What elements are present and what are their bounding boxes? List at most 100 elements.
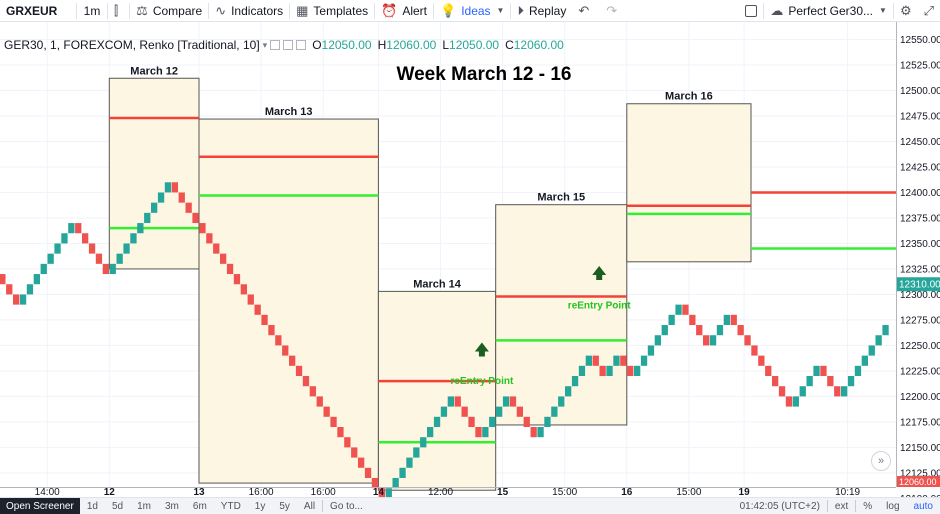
renko-brick-up[interactable] — [585, 355, 592, 366]
range-button[interactable]: 1m — [137, 500, 151, 512]
renko-brick-down[interactable] — [751, 345, 758, 356]
renko-brick-down[interactable] — [599, 365, 606, 377]
open-screener-button[interactable]: Open Screener — [0, 497, 80, 514]
range-button[interactable]: 1d — [86, 500, 98, 512]
renko-brick-up[interactable] — [68, 223, 75, 234]
renko-brick-up[interactable] — [164, 182, 172, 193]
renko-brick-up[interactable] — [420, 437, 427, 448]
renko-brick-up[interactable] — [496, 406, 503, 417]
range-button[interactable]: All — [303, 500, 316, 512]
renko-brick-down[interactable] — [834, 386, 841, 397]
renko-brick-down[interactable] — [330, 416, 337, 427]
renko-brick-down[interactable] — [13, 294, 20, 305]
renko-brick-up[interactable] — [537, 427, 544, 438]
ext-toggle[interactable]: ext — [828, 498, 855, 514]
fullscreen-button[interactable]: ⤢ — [918, 0, 940, 22]
renko-brick-up[interactable] — [613, 355, 620, 366]
renko-brick-up[interactable] — [130, 233, 137, 244]
indicators-button[interactable]: ∿ Indicators — [209, 0, 289, 22]
percent-toggle[interactable]: % — [856, 498, 879, 514]
arrow-up-icon[interactable] — [474, 342, 489, 357]
renko-brick-down[interactable] — [95, 253, 103, 264]
settings-icon[interactable] — [283, 40, 294, 50]
arrow-up-icon[interactable] — [592, 266, 607, 281]
renko-brick-down[interactable] — [192, 212, 199, 224]
renko-brick-down[interactable] — [302, 376, 310, 387]
renko-brick-up[interactable] — [427, 427, 434, 438]
renko-brick-up[interactable] — [875, 335, 882, 346]
auto-toggle[interactable]: auto — [907, 498, 940, 514]
layout-button[interactable]: ☁ Perfect Ger30... ▼ — [764, 0, 893, 22]
renko-brick-down[interactable] — [827, 376, 834, 387]
day-box[interactable] — [495, 204, 628, 426]
close-icon[interactable] — [296, 40, 307, 50]
renko-brick-up[interactable] — [868, 345, 875, 356]
renko-brick-down[interactable] — [378, 488, 385, 497]
renko-brick-up[interactable] — [544, 416, 551, 427]
renko-brick-down[interactable] — [371, 477, 379, 489]
renko-brick-down[interactable] — [240, 284, 247, 295]
renko-brick-up[interactable] — [571, 376, 579, 387]
renko-brick-down[interactable] — [226, 263, 234, 275]
renko-brick-down[interactable] — [88, 243, 96, 254]
goto-button[interactable]: Go to... — [323, 498, 370, 514]
renko-brick-down[interactable] — [620, 355, 627, 366]
renko-brick-down[interactable] — [185, 202, 192, 213]
renko-brick-down[interactable] — [778, 386, 786, 397]
renko-brick-up[interactable] — [799, 386, 806, 397]
renko-brick-down[interactable] — [268, 325, 275, 336]
renko-brick-up[interactable] — [19, 294, 27, 305]
renko-brick-up[interactable] — [792, 396, 799, 407]
renko-brick-up[interactable] — [385, 488, 392, 497]
renko-brick-down[interactable] — [309, 386, 316, 397]
renko-brick-down[interactable] — [75, 223, 82, 234]
renko-brick-up[interactable] — [26, 284, 34, 295]
renko-brick-up[interactable] — [413, 447, 420, 458]
renko-brick-up[interactable] — [558, 396, 565, 407]
renko-brick-up[interactable] — [654, 335, 661, 346]
renko-brick-down[interactable] — [454, 396, 461, 407]
renko-brick-up[interactable] — [861, 355, 868, 366]
renko-chart[interactable]: March 12 March 13 March 14 March 15 March 16… — [0, 22, 940, 497]
renko-brick-up[interactable] — [640, 355, 648, 366]
renko-brick-down[interactable] — [0, 274, 6, 285]
redo-button[interactable]: ↷ — [600, 0, 628, 22]
visibility-icon[interactable] — [270, 40, 281, 50]
range-button[interactable]: 6m — [192, 500, 207, 512]
renko-brick-up[interactable] — [606, 365, 613, 377]
renko-brick-up[interactable] — [502, 396, 510, 407]
renko-brick-up[interactable] — [392, 477, 399, 489]
range-button[interactable]: 1y — [254, 500, 266, 512]
renko-brick-up[interactable] — [123, 243, 130, 254]
renko-brick-down[interactable] — [254, 304, 261, 315]
renko-brick-up[interactable] — [406, 457, 413, 468]
range-button[interactable]: 3m — [164, 500, 179, 512]
settings-button[interactable]: ⚙ — [894, 0, 918, 22]
renko-brick-up[interactable] — [61, 233, 68, 244]
renko-brick-up[interactable] — [109, 263, 116, 275]
renko-brick-up[interactable] — [144, 212, 151, 224]
chart-style-button[interactable]: ⫿ — [108, 0, 129, 22]
renko-brick-down[interactable] — [247, 294, 254, 305]
renko-brick-up[interactable] — [137, 223, 144, 234]
renko-brick-up[interactable] — [841, 386, 848, 397]
annotation-label[interactable]: reEntry Point — [568, 300, 631, 311]
renko-brick-down[interactable] — [523, 416, 530, 427]
interval-button[interactable]: 1m — [77, 0, 107, 22]
day-box[interactable] — [198, 118, 379, 484]
range-button[interactable]: 5y — [279, 500, 290, 512]
renko-brick-up[interactable] — [440, 406, 448, 417]
range-button[interactable]: YTD — [220, 500, 241, 512]
renko-brick-down[interactable] — [737, 325, 744, 336]
renko-brick-up[interactable] — [447, 396, 454, 407]
log-toggle[interactable]: log — [879, 498, 906, 514]
renko-brick-up[interactable] — [668, 314, 675, 326]
renko-brick-down[interactable] — [351, 447, 358, 458]
renko-brick-down[interactable] — [744, 335, 751, 346]
renko-brick-down[interactable] — [261, 314, 268, 326]
renko-brick-up[interactable] — [565, 386, 572, 397]
renko-brick-down[interactable] — [730, 314, 737, 326]
renko-brick-up[interactable] — [40, 263, 47, 275]
renko-brick-up[interactable] — [399, 467, 406, 478]
renko-brick-up[interactable] — [647, 345, 655, 356]
